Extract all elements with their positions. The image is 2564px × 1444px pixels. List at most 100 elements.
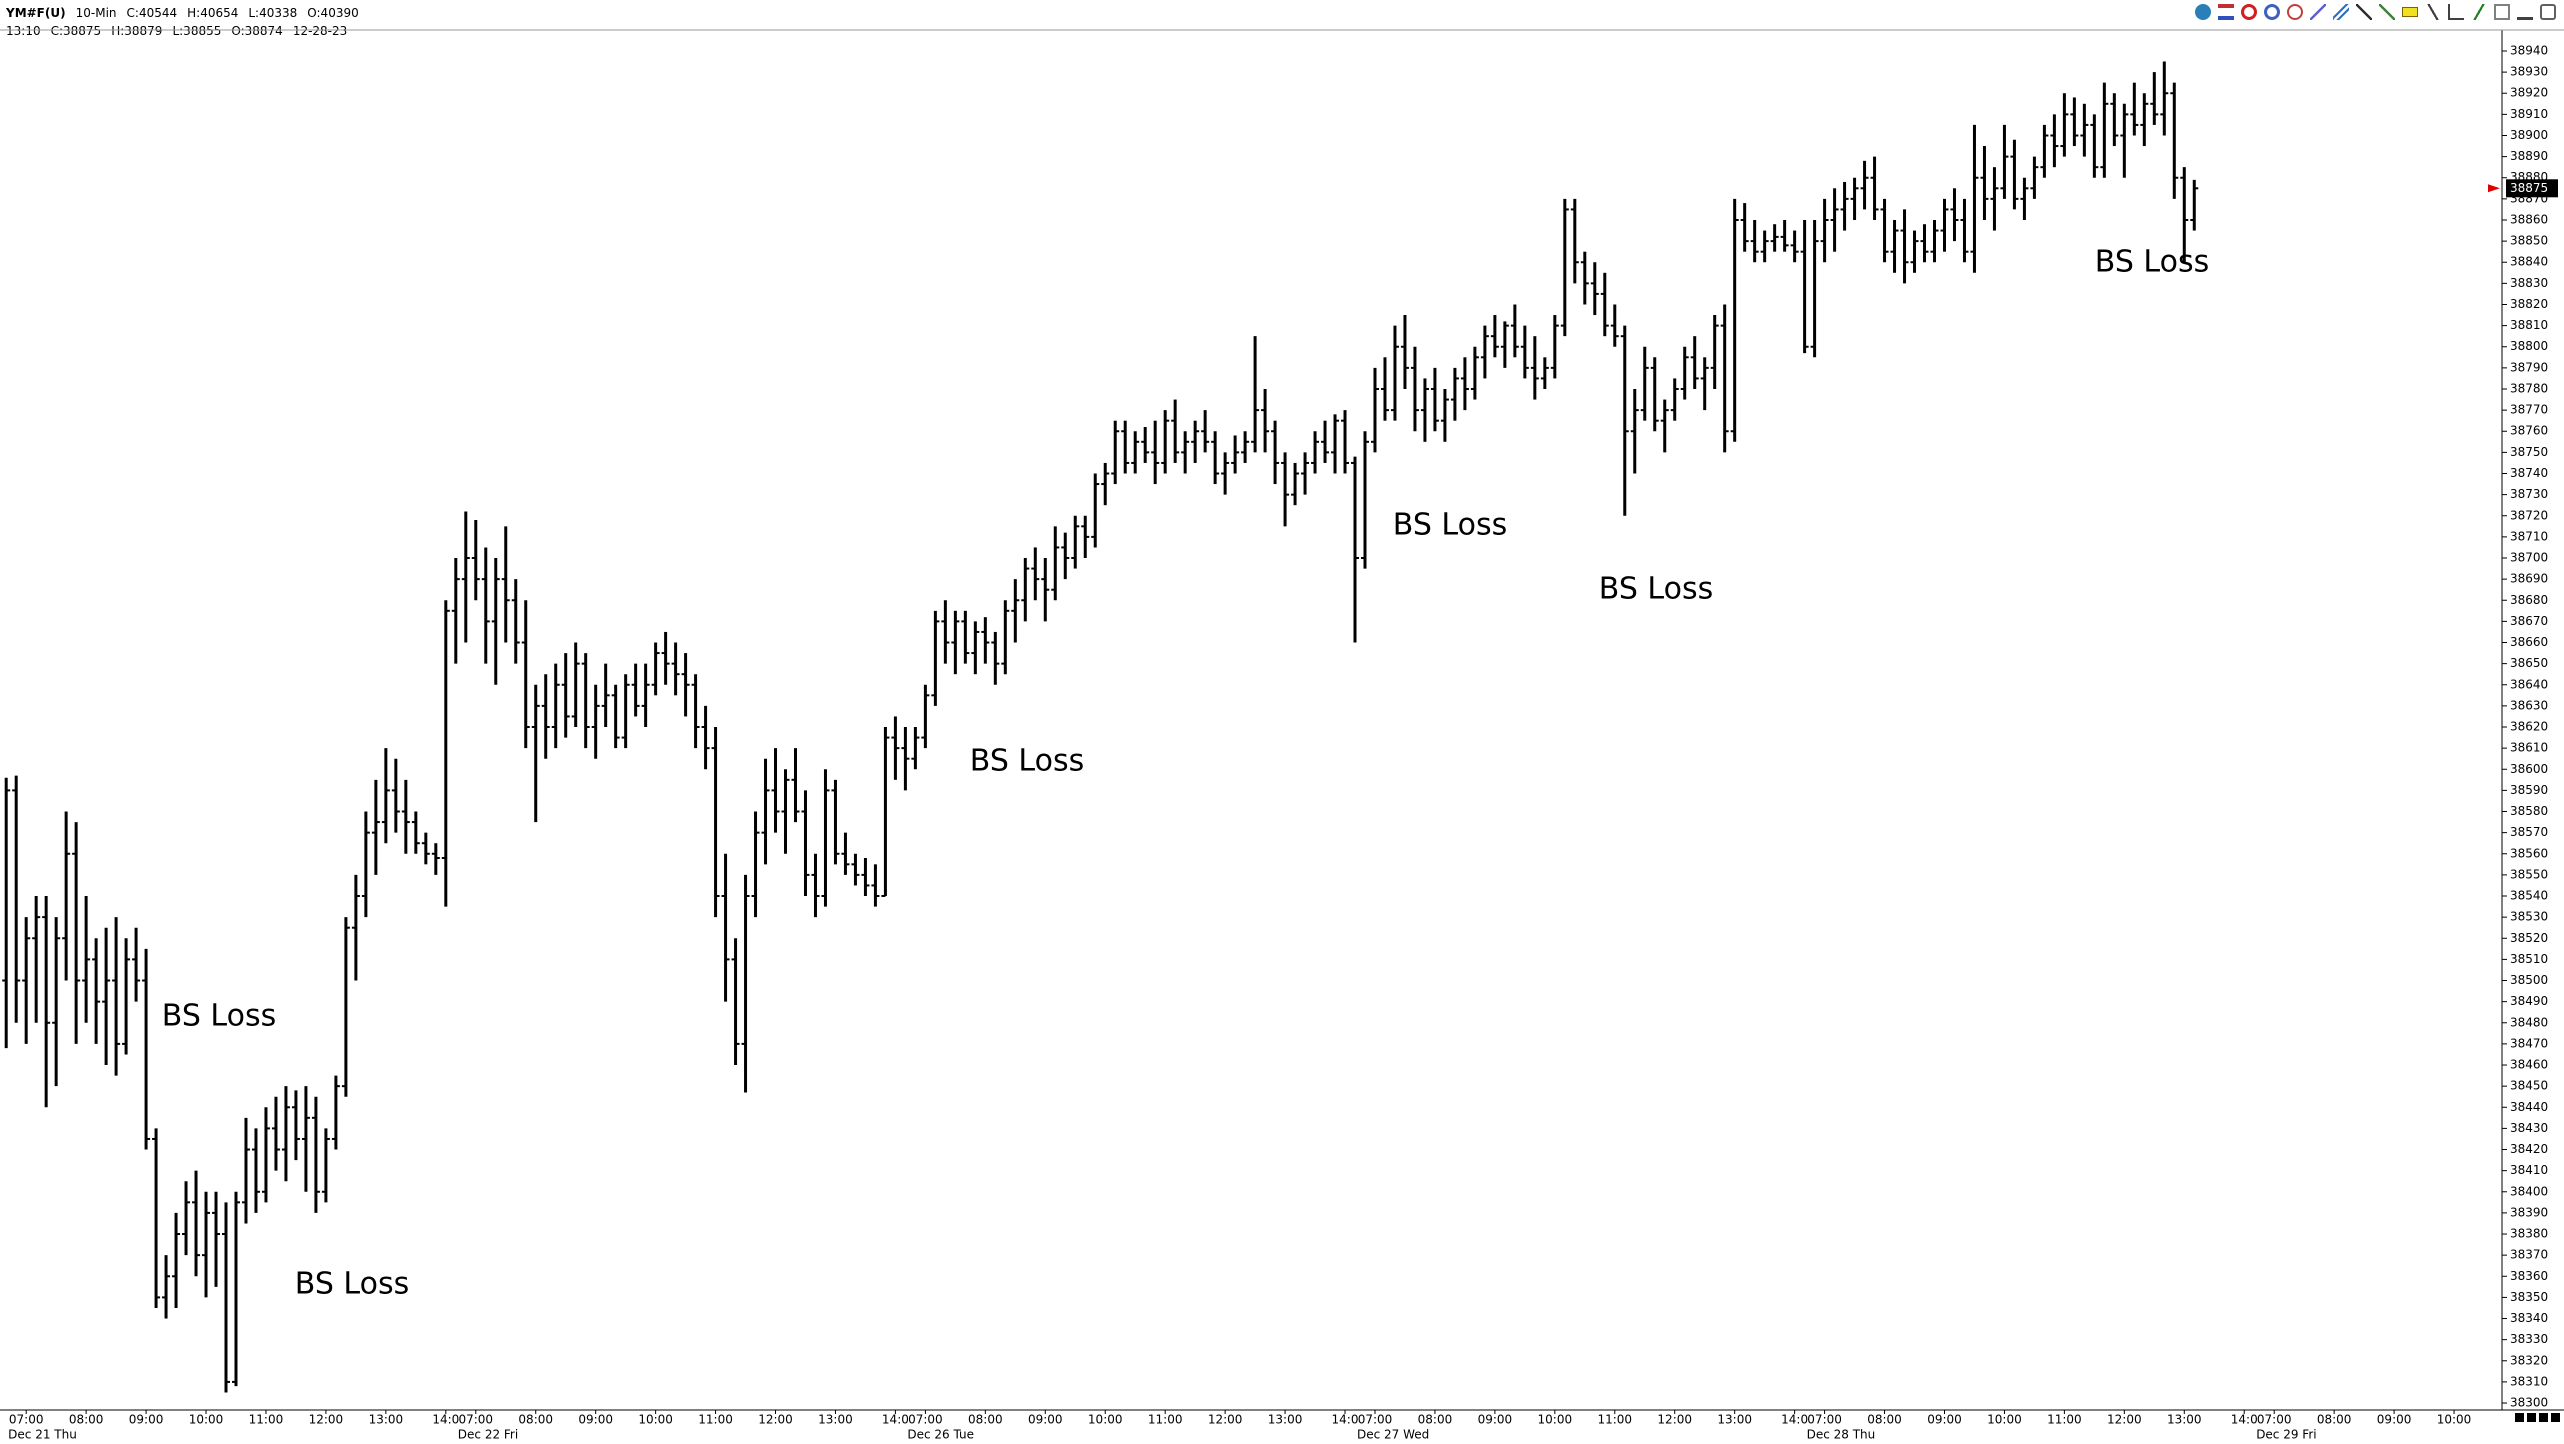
header-field: O:40390 — [307, 6, 359, 20]
y-tick-label: 38770 — [2510, 403, 2548, 417]
last-price-label: 38875 — [2510, 181, 2548, 195]
ohlc-bar — [2050, 114, 2059, 168]
ohlc-bar — [461, 511, 470, 643]
x-tick-label: 09:00 — [129, 1413, 164, 1427]
y-tick-label: 38450 — [2510, 1079, 2548, 1093]
ohlc-bar — [1780, 219, 1789, 252]
toolbar-icon[interactable] — [2287, 4, 2303, 20]
annotation: BS Loss — [162, 999, 276, 1034]
x-tick-label: 08:00 — [1418, 1413, 1453, 1427]
ohlc-bar — [1500, 321, 1509, 368]
y-tick-label: 38390 — [2510, 1205, 2548, 1219]
ohlc-bar — [2030, 156, 2039, 199]
ohlc-bar — [231, 1191, 240, 1387]
annotation: BS Loss — [2095, 245, 2209, 280]
toolbar-icon[interactable] — [2218, 4, 2234, 20]
toolbar-icon[interactable] — [2356, 4, 2372, 20]
ohlc-bar — [291, 1090, 300, 1161]
ohlc-bar — [821, 769, 830, 907]
y-tick-label: 38660 — [2510, 635, 2548, 649]
ohlc-bar — [371, 779, 380, 875]
y-tick-label: 38480 — [2510, 1015, 2548, 1029]
ohlc-bar — [941, 600, 950, 664]
x-tick-label: 11:00 — [249, 1413, 284, 1427]
ohlc-bar — [671, 642, 680, 696]
ohlc-bar — [1460, 357, 1469, 411]
ohlc-bar — [1590, 262, 1599, 316]
ohlc-bar — [2020, 177, 2029, 220]
y-tick-label: 38640 — [2510, 677, 2548, 691]
ohlc-bar — [1690, 336, 1699, 389]
toolbar-icon[interactable] — [2425, 4, 2441, 20]
ohlc-bar — [1710, 315, 1719, 389]
button[interactable] — [2551, 1413, 2560, 1422]
y-tick-label: 38830 — [2510, 276, 2548, 290]
button[interactable] — [2527, 1413, 2536, 1422]
ohlc-bar — [761, 758, 770, 865]
toolbar-icon[interactable] — [2494, 4, 2510, 20]
date-label: Dec 29 Fri — [2256, 1428, 2316, 1442]
ohlc-bar — [1670, 378, 1679, 421]
x-tick-label: 07:00 — [1807, 1413, 1842, 1427]
button[interactable] — [2515, 1413, 2524, 1422]
toolbar-icon[interactable] — [2241, 4, 2257, 20]
y-tick-label: 38520 — [2510, 931, 2548, 945]
ohlc-bar — [1650, 357, 1659, 432]
ohlc-bar — [351, 874, 360, 981]
ohlc-bar — [771, 748, 780, 833]
toolbar-icon[interactable] — [2310, 4, 2326, 20]
ohlc-bar — [881, 727, 890, 898]
toolbar-icon[interactable] — [2379, 4, 2395, 20]
y-tick-label: 38710 — [2510, 529, 2548, 543]
ohlc-bar — [1990, 167, 1999, 231]
ohlc-bar — [1131, 431, 1140, 474]
y-tick-label: 38360 — [2510, 1269, 2548, 1283]
y-tick-label: 38400 — [2510, 1184, 2548, 1198]
toolbar-icon[interactable] — [2195, 4, 2211, 20]
x-tick-label: 10:00 — [189, 1413, 224, 1427]
ohlc-bar — [781, 769, 790, 854]
toolbar-icon[interactable] — [2540, 4, 2556, 20]
ohlc-bar — [951, 610, 960, 675]
toolbar-icon[interactable] — [2333, 4, 2349, 20]
last-price-arrow — [2488, 184, 2500, 193]
ohlc-bar — [2110, 93, 2119, 147]
x-tick-label: 13:00 — [369, 1413, 404, 1427]
ohlc-bar — [271, 1096, 280, 1171]
annotation: BS Loss — [1393, 508, 1507, 543]
ohlc-bar — [182, 1181, 191, 1256]
y-tick-label: 38730 — [2510, 487, 2548, 501]
x-tick-label: 12:00 — [309, 1413, 344, 1427]
x-tick-label: 10:00 — [1088, 1413, 1123, 1427]
toolbar-icon[interactable] — [2517, 4, 2533, 20]
ohlc-bar — [981, 617, 990, 664]
toolbar-icon[interactable] — [2264, 4, 2280, 20]
ohlc-bar — [791, 748, 800, 823]
y-tick-label: 38440 — [2510, 1100, 2548, 1114]
y-tick-label: 38650 — [2510, 656, 2548, 670]
ohlc-bar — [1970, 124, 1979, 273]
toolbar-icon[interactable] — [2448, 4, 2464, 20]
toolbar-icon[interactable] — [2402, 7, 2418, 17]
ohlc-bar — [471, 519, 480, 601]
x-tick-label: 12:00 — [1657, 1413, 1692, 1427]
ohlc-bar — [891, 716, 900, 780]
ohlc-bar — [1980, 146, 1989, 220]
ohlc-bar — [1231, 435, 1240, 474]
ohlc-bar — [301, 1086, 310, 1192]
header-field: YM#F(U) — [6, 6, 66, 20]
ohlc-bar — [1091, 473, 1100, 548]
button[interactable] — [2539, 1413, 2548, 1422]
ohlc-bar — [132, 927, 141, 1002]
ohlc-bar — [601, 663, 610, 728]
x-tick-label: 07:00 — [1358, 1413, 1393, 1427]
ohlc-bar — [961, 610, 970, 664]
x-tick-label: 12:00 — [2107, 1413, 2142, 1427]
ohlc-bar — [1321, 420, 1330, 463]
toolbar-icon[interactable] — [2471, 4, 2487, 20]
ohlc-bar — [581, 653, 590, 749]
toolbar — [2195, 4, 2556, 20]
ohlc-bar — [1580, 251, 1589, 305]
ohlc-bar — [1101, 462, 1110, 506]
x-tick-label: 08:00 — [2317, 1413, 2352, 1427]
